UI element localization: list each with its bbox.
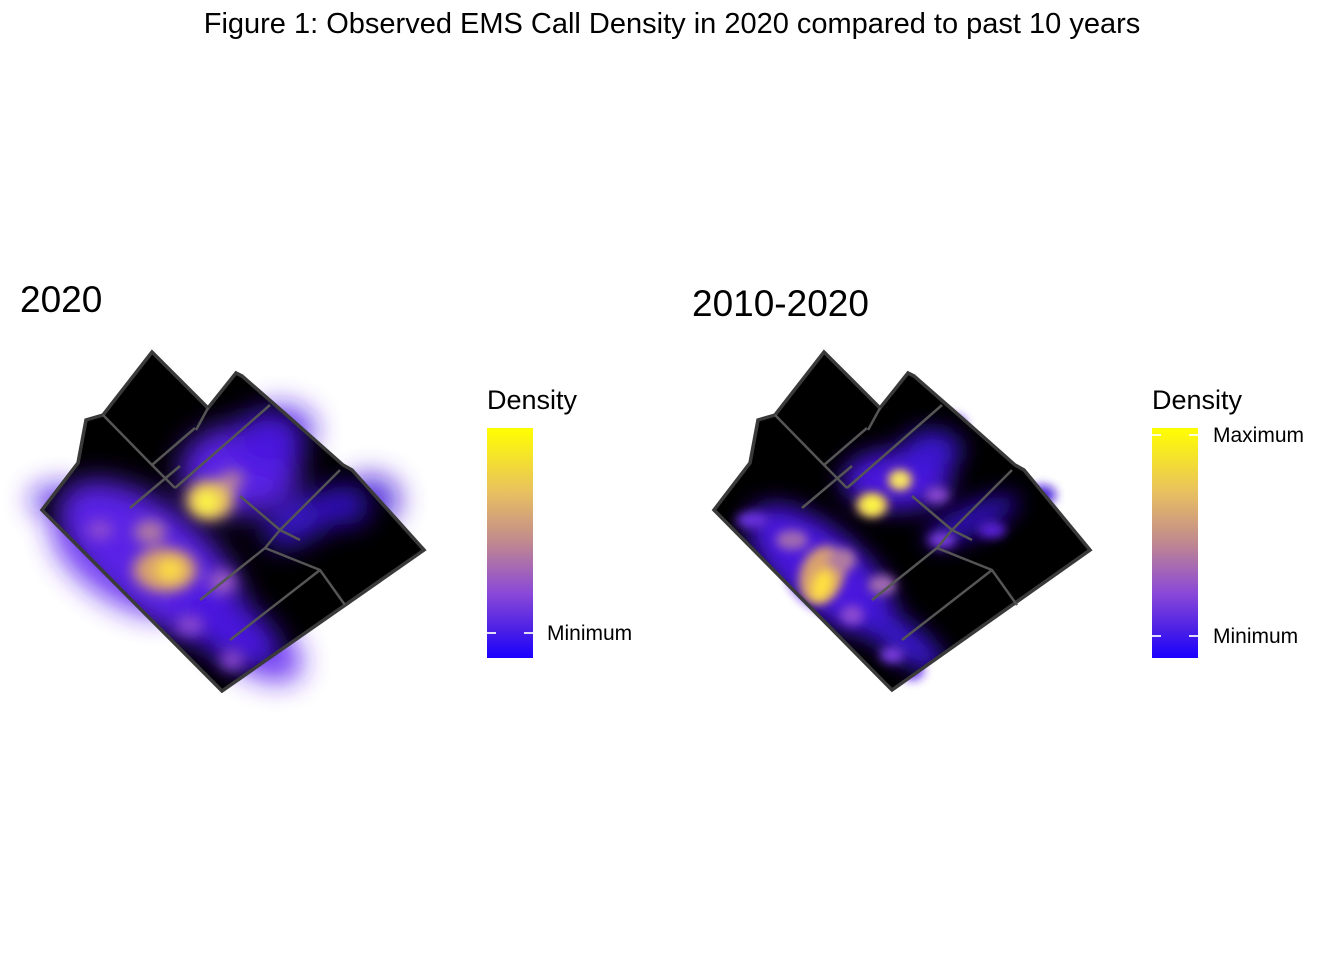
tick-mark bbox=[1152, 635, 1161, 637]
tick-mark bbox=[1189, 635, 1198, 637]
legend-title-2020: Density bbox=[487, 385, 578, 415]
map-region-2020 bbox=[42, 352, 424, 691]
boundaries-2010-2020 bbox=[711, 349, 1093, 693]
color-scale-bar-2010-2020 bbox=[1152, 428, 1198, 658]
tick-mark bbox=[1152, 434, 1161, 436]
density-map-2020 bbox=[30, 349, 427, 694]
panel-title-2020: 2020 bbox=[20, 279, 103, 320]
color-scale-bar-2020 bbox=[487, 428, 533, 658]
legend-label-minimum: Minimum bbox=[1213, 625, 1299, 648]
figure-title: Figure 1: Observed EMS Call Density in 2… bbox=[203, 8, 1141, 40]
boundaries-2020 bbox=[39, 349, 427, 694]
legend-label-maximum: Maximum bbox=[1213, 424, 1305, 447]
map-region-2010-2020 bbox=[714, 352, 1090, 690]
tick-mark bbox=[524, 632, 533, 634]
legend-label-minimum: Minimum bbox=[547, 622, 633, 645]
tick-mark bbox=[1189, 434, 1198, 436]
density-map-2010-2020 bbox=[711, 349, 1093, 693]
legend-title-2010-2020: Density bbox=[1152, 385, 1243, 415]
panel-title-2010-2020: 2010-2020 bbox=[692, 283, 869, 324]
tick-mark bbox=[487, 632, 496, 634]
density-layer-2020 bbox=[56, 410, 370, 673]
